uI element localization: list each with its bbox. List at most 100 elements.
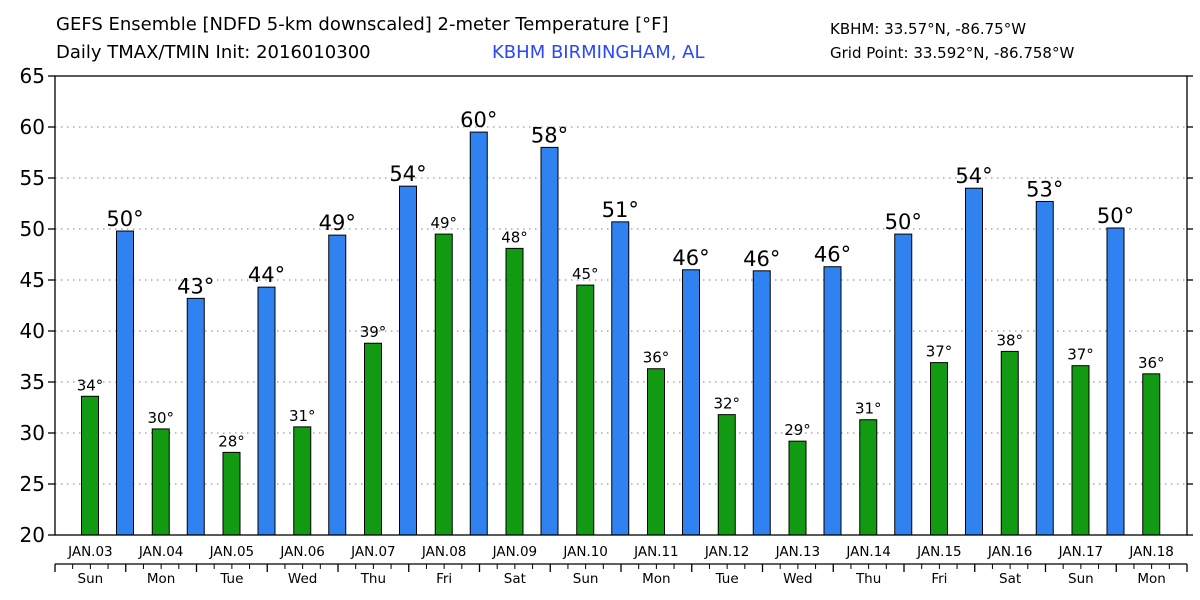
y-tick-label: 50	[20, 217, 45, 241]
x-date-label: JAN.03	[67, 544, 113, 560]
x-date-label: JAN.07	[350, 544, 396, 560]
x-weekday-label: Tue	[715, 571, 739, 587]
tmin-value-label: 39°	[360, 323, 387, 341]
tmin-bar	[860, 420, 877, 535]
tmax-bar	[895, 234, 912, 535]
tmax-bar	[612, 222, 629, 535]
y-tick-label: 35	[20, 370, 45, 394]
y-tick-label: 25	[20, 472, 45, 496]
x-weekday-label: Wed	[783, 571, 812, 587]
tmin-bar	[435, 234, 452, 535]
tmax-value-label: 50°	[106, 207, 143, 231]
y-tick-label: 40	[20, 319, 45, 343]
x-weekday-label: Fri	[436, 571, 452, 587]
y-tick-label: 60	[20, 115, 45, 139]
tmax-value-label: 53°	[1026, 177, 1063, 201]
y-tick-label: 30	[20, 421, 45, 445]
tmax-bar	[683, 270, 700, 535]
x-weekday-label: Mon	[642, 571, 670, 587]
tmax-bar	[400, 186, 417, 535]
tmin-bar	[365, 343, 382, 535]
tmax-bar	[117, 231, 134, 535]
tmin-value-label: 30°	[147, 409, 174, 427]
tmin-bar	[506, 248, 523, 535]
tmax-bar	[753, 271, 770, 535]
tmin-value-label: 31°	[855, 400, 882, 418]
tmin-bar	[577, 285, 594, 535]
tmin-value-label: 34°	[77, 376, 104, 394]
y-tick-label: 55	[20, 166, 45, 190]
x-weekday-label: Wed	[288, 571, 317, 587]
tmax-bar	[541, 147, 558, 535]
tmin-bar	[1072, 366, 1089, 535]
tmin-value-label: 37°	[1067, 346, 1094, 364]
x-date-label: JAN.05	[209, 544, 255, 560]
x-date-label: JAN.15	[916, 544, 962, 560]
tmin-bar	[718, 415, 735, 535]
tmin-bar	[789, 441, 806, 535]
x-date-label: JAN.16	[987, 544, 1033, 560]
tmax-bar	[470, 132, 487, 535]
x-weekday-label: Mon	[147, 571, 175, 587]
tmin-bar	[152, 429, 169, 535]
tmax-value-label: 43°	[177, 274, 214, 298]
tmin-value-label: 31°	[289, 407, 316, 425]
x-weekday-label: Sun	[78, 571, 104, 587]
tmax-value-label: 54°	[955, 164, 992, 188]
tmin-value-label: 32°	[713, 395, 740, 413]
tmin-value-label: 37°	[926, 343, 953, 361]
tmin-bar	[223, 452, 240, 535]
x-date-label: JAN.18	[1128, 544, 1174, 560]
x-weekday-label: Sat	[999, 571, 1021, 587]
tmin-value-label: 45°	[572, 265, 599, 283]
x-weekday-label: Thu	[360, 571, 386, 587]
y-tick-label: 20	[20, 523, 45, 547]
tmax-value-label: 50°	[1097, 204, 1134, 228]
tmin-bar	[1143, 374, 1160, 535]
x-weekday-label: Tue	[219, 571, 243, 587]
x-date-label: JAN.04	[138, 544, 184, 560]
x-date-label: JAN.13	[775, 544, 821, 560]
tmax-value-label: 54°	[389, 162, 426, 186]
tmin-bar	[82, 396, 99, 535]
x-date-label: JAN.08	[421, 544, 467, 560]
tmax-bar	[329, 235, 346, 535]
x-weekday-label: Thu	[855, 571, 881, 587]
tmax-bar	[258, 287, 275, 535]
tmax-value-label: 58°	[531, 123, 568, 147]
tmax-value-label: 46°	[672, 246, 709, 270]
tmin-value-label: 28°	[218, 432, 245, 450]
tmin-value-label: 36°	[643, 349, 670, 367]
tmax-value-label: 49°	[319, 211, 356, 235]
tmin-value-label: 36°	[1138, 354, 1165, 372]
tmax-bar	[1107, 228, 1124, 535]
tmin-bar	[294, 427, 311, 535]
tmax-value-label: 46°	[743, 247, 780, 271]
tmax-value-label: 46°	[814, 243, 851, 267]
tmax-bar	[1036, 201, 1053, 535]
y-tick-label: 65	[20, 64, 45, 88]
tmin-value-label: 48°	[501, 228, 528, 246]
tmin-bar	[1001, 351, 1018, 535]
tmin-value-label: 29°	[784, 421, 811, 439]
temperature-bar-chart: 34°50°30°43°28°44°31°49°39°54°49°60°48°5…	[0, 0, 1200, 600]
tmax-bar	[187, 298, 204, 535]
x-date-label: JAN.17	[1058, 544, 1104, 560]
tmax-bar	[966, 188, 983, 535]
tmax-value-label: 51°	[602, 198, 639, 222]
x-axis: JAN.03 Sun JAN.04 Mon JAN.05 Tue JAN.06 Wed JAN.…	[55, 544, 1187, 587]
x-date-label: JAN.09	[492, 544, 538, 560]
x-date-label: JAN.06	[279, 544, 325, 560]
tmax-bar	[824, 267, 841, 535]
x-date-label: JAN.12	[704, 544, 750, 560]
x-date-label: JAN.10	[562, 544, 608, 560]
x-date-label: JAN.11	[633, 544, 679, 560]
tmin-bar	[648, 369, 665, 535]
tmin-value-label: 38°	[996, 331, 1023, 349]
tmax-value-label: 50°	[885, 210, 922, 234]
x-weekday-label: Mon	[1137, 571, 1165, 587]
y-tick-label: 45	[20, 268, 45, 292]
x-weekday-label: Sun	[573, 571, 599, 587]
tmin-bar	[931, 363, 948, 535]
x-weekday-label: Fri	[931, 571, 947, 587]
